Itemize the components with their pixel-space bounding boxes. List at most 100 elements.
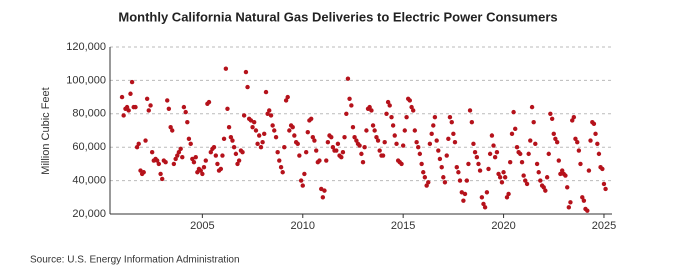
point (305, 129, 310, 135)
point (285, 94, 290, 100)
point (529, 104, 535, 110)
point (340, 150, 346, 155)
point (303, 150, 309, 155)
point (292, 133, 297, 138)
point (524, 181, 530, 187)
point (170, 128, 175, 133)
point (528, 138, 533, 143)
point (387, 103, 392, 108)
point (329, 134, 334, 140)
point (203, 158, 208, 163)
point (201, 165, 207, 170)
point (268, 113, 274, 118)
point (322, 188, 327, 193)
point (178, 146, 183, 152)
point (324, 158, 329, 163)
point (477, 168, 483, 173)
point (231, 145, 237, 150)
point (183, 109, 188, 115)
point (544, 175, 550, 180)
point (390, 123, 396, 128)
point (241, 113, 247, 118)
point (280, 170, 285, 175)
point (568, 200, 573, 205)
point (578, 161, 583, 167)
point (181, 104, 187, 110)
point (129, 79, 135, 85)
point (502, 175, 508, 180)
point (497, 175, 503, 180)
point (551, 131, 556, 137)
point (186, 136, 192, 142)
point (514, 145, 520, 150)
point (439, 165, 444, 170)
source-note: Source: U.S. Energy Information Administ… (30, 255, 240, 266)
point (429, 131, 434, 137)
point (250, 124, 255, 130)
point (300, 183, 305, 188)
point (236, 158, 242, 163)
point (158, 171, 163, 177)
point (509, 131, 515, 137)
point (335, 141, 341, 147)
point (272, 128, 277, 133)
point (479, 195, 485, 200)
point (218, 166, 224, 172)
point (278, 165, 284, 170)
point (546, 151, 551, 157)
point (267, 108, 272, 113)
point (469, 119, 475, 125)
point (593, 131, 598, 137)
point (549, 116, 555, 122)
point (411, 108, 416, 113)
point (487, 151, 493, 157)
point (256, 133, 262, 138)
point (375, 138, 381, 143)
y-tick-label: 100,000 (66, 74, 106, 86)
point (317, 158, 322, 163)
point (449, 119, 454, 125)
point (175, 153, 180, 158)
point (243, 69, 249, 75)
point (441, 175, 446, 180)
point (287, 128, 292, 133)
point (595, 141, 600, 147)
point (571, 114, 577, 120)
point (603, 186, 608, 192)
point (312, 138, 317, 143)
point (282, 145, 287, 150)
point (121, 113, 126, 118)
point (369, 108, 374, 113)
point (350, 124, 356, 130)
point (442, 180, 448, 185)
point (298, 178, 304, 183)
point (166, 106, 172, 111)
point (601, 181, 607, 187)
point (367, 104, 372, 110)
point (496, 171, 501, 177)
x-tick-label: 2020 (491, 220, 515, 232)
point (265, 111, 270, 117)
point (521, 173, 526, 178)
point (200, 171, 205, 177)
point (385, 99, 391, 105)
point (211, 145, 217, 150)
point (180, 155, 185, 160)
point (273, 134, 279, 140)
point (325, 139, 331, 145)
point (262, 131, 267, 137)
x-tick-label: 2015 (391, 220, 415, 232)
point (434, 138, 439, 143)
point (223, 66, 229, 71)
point (484, 190, 490, 195)
point (226, 124, 232, 130)
point (141, 170, 146, 175)
point (133, 104, 138, 110)
point (414, 139, 419, 145)
point (563, 173, 568, 178)
point (380, 153, 386, 158)
point (215, 161, 220, 167)
point (290, 124, 295, 130)
point (501, 170, 506, 175)
point (245, 84, 250, 90)
